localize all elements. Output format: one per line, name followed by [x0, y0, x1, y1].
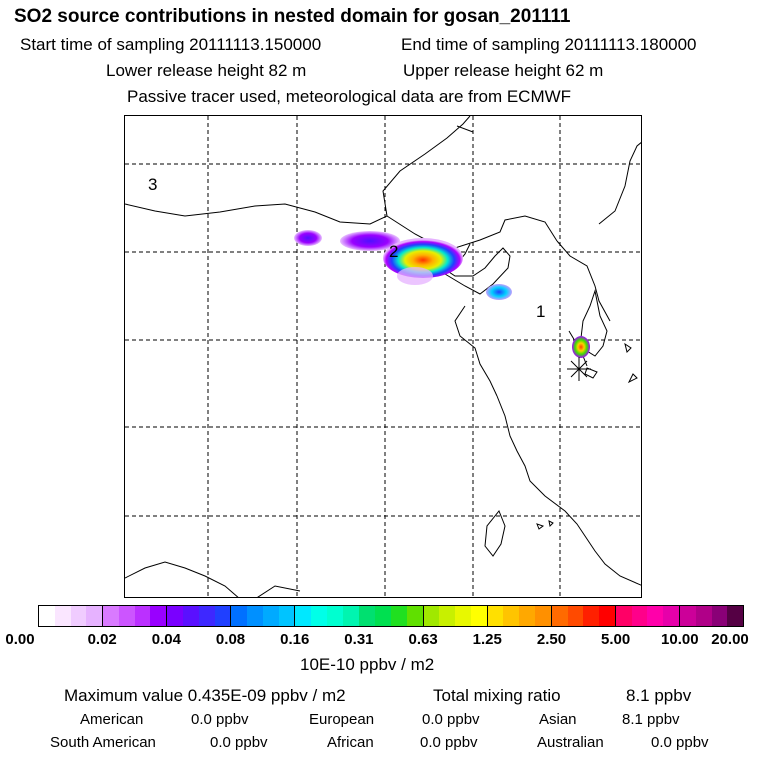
colorbar-swatch — [535, 606, 551, 626]
colorbar-tick-label: 0.16 — [280, 631, 310, 648]
colorbar-tick-label: 0.00 — [5, 631, 35, 648]
region-name-african: African — [327, 734, 374, 751]
map-panel: 1 2 3 — [124, 115, 642, 598]
colorbar-swatch — [198, 606, 215, 626]
colorbar-tick-label: 1.25 — [472, 631, 502, 648]
colorbar-segment — [487, 606, 552, 626]
start-time: Start time of sampling 20111113.150000 — [20, 35, 322, 54]
colorbar-swatch — [439, 606, 456, 626]
colorbar-swatch — [231, 606, 248, 626]
colorbar-tick-label: 20.00 — [711, 631, 749, 648]
colorbar-tick-label: 5.00 — [601, 631, 631, 648]
region-value-south-american: 0.0 ppbv — [210, 734, 268, 751]
colorbar-tick-label: 0.31 — [344, 631, 374, 648]
colorbar-segment — [423, 606, 488, 626]
colorbar-segment — [39, 606, 104, 626]
region-name-south-american: South American — [50, 734, 156, 751]
colorbar-swatch — [711, 606, 728, 626]
colorbar-segment — [167, 606, 232, 626]
colorbar-swatch — [247, 606, 263, 626]
colorbar-swatch — [214, 606, 231, 626]
colorbar-swatch — [567, 606, 584, 626]
colorbar-swatch — [86, 606, 103, 626]
colorbar-tick-label: 2.50 — [536, 631, 567, 648]
colorbar-swatch — [470, 606, 487, 626]
page-title: SO2 source contributions in nested domai… — [14, 6, 571, 27]
colorbar-tick-label: 0.08 — [215, 631, 246, 648]
region-value-asian: 8.1 ppbv — [622, 711, 680, 728]
colorbar-segment — [295, 606, 360, 626]
region-value-european: 0.0 ppbv — [422, 711, 480, 728]
colorbar-segment — [231, 606, 296, 626]
colorbar-swatch — [647, 606, 664, 626]
colorbar-segment — [551, 606, 616, 626]
colorbar-tick-label: 0.63 — [408, 631, 438, 648]
upper-release-height: Upper release height 62 m — [403, 61, 604, 80]
region-name-european: European — [309, 711, 375, 728]
colorbar-swatch — [54, 606, 71, 626]
colorbar-swatch — [359, 606, 376, 626]
colorbar-units: 10E-10 ppbv / m2 — [300, 655, 435, 674]
colorbar-segment — [103, 606, 168, 626]
colorbar-swatch — [167, 606, 183, 626]
region-name-asian: Asian — [539, 711, 577, 728]
colorbar-segment — [679, 606, 744, 626]
colorbar-swatch — [727, 606, 744, 626]
colorbar-swatch — [326, 606, 343, 626]
colorbar-swatch — [342, 606, 359, 626]
colorbar-tick-label: 0.02 — [87, 631, 117, 648]
colorbar-swatch — [375, 606, 392, 626]
colorbar-swatch — [503, 606, 520, 626]
colorbar — [38, 605, 744, 627]
region-value-african: 0.0 ppbv — [420, 734, 478, 751]
colorbar-swatch — [70, 606, 87, 626]
region-label-1: 1 — [536, 302, 545, 321]
colorbar-swatch — [423, 606, 440, 626]
colorbar-segment — [359, 606, 424, 626]
colorbar-segment — [615, 606, 680, 626]
colorbar-swatch — [551, 606, 568, 626]
colorbar-swatch — [519, 606, 535, 626]
colorbar-swatch — [615, 606, 632, 626]
region-value-american: 0.0 ppbv — [191, 711, 249, 728]
total-mixing-label: Total mixing ratio — [433, 686, 561, 705]
colorbar-swatch — [599, 606, 615, 626]
receptor-marker — [567, 357, 591, 381]
colorbar-tick-label: 0.04 — [151, 631, 181, 648]
colorbar-swatch — [487, 606, 504, 626]
colorbar-swatch — [695, 606, 712, 626]
colorbar-swatch — [118, 606, 135, 626]
colorbar-swatch — [406, 606, 423, 626]
tracer-note: Passive tracer used, meteorological data… — [127, 87, 572, 106]
region-value-australian: 0.0 ppbv — [651, 734, 709, 751]
total-mixing-value: 8.1 ppbv — [626, 686, 692, 705]
region-label-3: 3 — [148, 175, 157, 194]
colorbar-swatch — [391, 606, 407, 626]
end-time: End time of sampling 20111113.180000 — [401, 35, 697, 54]
colorbar-swatch — [679, 606, 696, 626]
region-name-australian: Australian — [537, 734, 604, 751]
coastlines — [125, 116, 641, 597]
colorbar-swatch — [39, 606, 55, 626]
colorbar-swatch — [311, 606, 327, 626]
colorbar-swatch — [278, 606, 295, 626]
concentration-plume — [294, 230, 590, 358]
colorbar-swatch — [134, 606, 151, 626]
colorbar-swatch — [103, 606, 119, 626]
colorbar-swatch — [262, 606, 279, 626]
colorbar-swatch — [663, 606, 679, 626]
grid-lines — [125, 116, 641, 597]
region-name-american: American — [80, 711, 144, 728]
colorbar-swatch — [583, 606, 600, 626]
colorbar-tick-label: 10.00 — [661, 631, 699, 648]
map-canvas: 1 2 3 — [125, 116, 641, 597]
maximum-value: Maximum value 0.435E-09 ppbv / m2 — [64, 686, 346, 705]
colorbar-swatch — [295, 606, 312, 626]
region-label-2: 2 — [389, 242, 398, 261]
colorbar-swatch — [455, 606, 471, 626]
colorbar-swatch — [182, 606, 199, 626]
colorbar-swatch — [631, 606, 648, 626]
lower-release-height: Lower release height 82 m — [106, 61, 307, 80]
colorbar-swatch — [150, 606, 167, 626]
